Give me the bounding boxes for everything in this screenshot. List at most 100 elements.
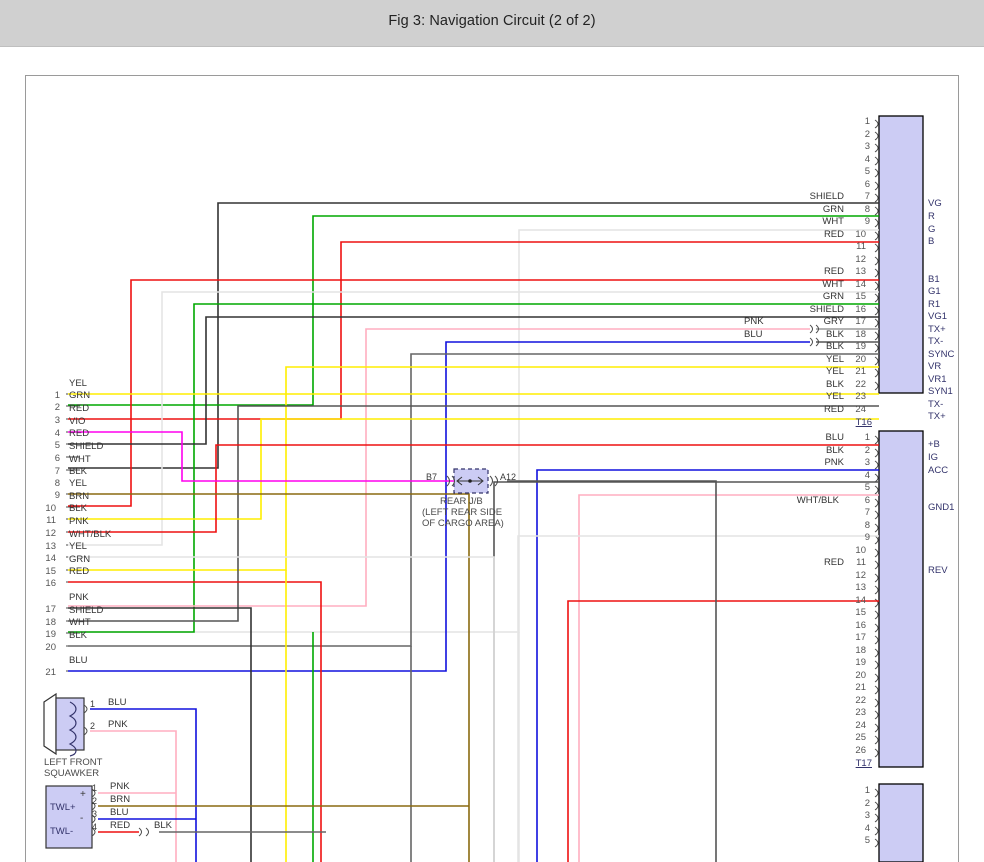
pin-function: VG1	[928, 311, 948, 322]
pin-number: 3	[92, 809, 98, 819]
pin-number: 6	[54, 453, 60, 464]
pin-number: 22	[855, 695, 866, 706]
pin-number: 21	[855, 682, 866, 693]
terminal-id-b7: B7	[426, 472, 438, 482]
wire-label: WHT	[822, 216, 844, 227]
pin-number: 3	[864, 457, 870, 468]
pin-number: 6	[864, 495, 870, 506]
wire-label: PNK	[824, 457, 844, 468]
pin-number: 16	[45, 578, 56, 589]
pin-number: 10	[855, 545, 866, 556]
pin-number: 15	[855, 607, 866, 618]
wire-label: RED	[823, 557, 844, 568]
pin-number: 7	[864, 507, 870, 518]
wire-label: PNK	[108, 719, 128, 730]
pin-number: 3	[864, 141, 870, 152]
pin-number: 9	[864, 532, 870, 543]
component-label-line2: (LEFT REAR SIDE	[422, 507, 503, 518]
pin-function: B	[928, 236, 935, 247]
pin-number: 2	[90, 721, 96, 731]
pin-number: 4	[54, 428, 60, 439]
wire-label: BLK	[826, 329, 844, 340]
pin-number: 23	[855, 391, 866, 402]
pin-function: TX+	[928, 324, 946, 335]
pin-function: TX-	[928, 399, 944, 410]
pin-number: 5	[864, 482, 870, 493]
pin-number: 19	[855, 657, 866, 668]
wire-label: YEL	[69, 378, 87, 389]
pin-number: 21	[855, 366, 866, 377]
terminal-id-a12: A12	[500, 472, 517, 482]
pin-number: 19	[45, 629, 56, 640]
pin-number: 3	[54, 415, 60, 426]
pin-function: SYN1	[928, 386, 953, 397]
wire-label: RED	[69, 566, 90, 577]
wire-label: BLU	[69, 655, 88, 666]
pin-number: 18	[855, 329, 866, 340]
wire-label: PNK	[110, 781, 130, 792]
wire-label: YEL	[826, 354, 844, 365]
pin-function: GND1	[928, 502, 955, 513]
diagram-sheet: .w { fill:none; stroke-width:1.6; stroke…	[25, 75, 959, 862]
pin-number: 5	[54, 440, 60, 451]
wire-label: BLU	[108, 697, 127, 708]
pin-number: 14	[45, 553, 56, 564]
pin-number: 1	[864, 432, 870, 443]
wire-label: BLK	[69, 630, 87, 641]
pin-function: R1	[928, 299, 941, 310]
pin-number: 17	[45, 604, 56, 615]
pin-number: 21	[45, 667, 56, 678]
polarity-minus: -	[80, 813, 84, 824]
wire-label: SHIELD	[69, 605, 104, 616]
wire-label: GRN	[69, 390, 91, 401]
wire-label: SHIELD	[69, 441, 104, 452]
pin-number: 24	[855, 404, 866, 415]
pin-number: 15	[45, 566, 56, 577]
wire-label: YEL	[69, 478, 87, 489]
pin-number: 9	[864, 216, 870, 227]
wire-label: SHIELD	[809, 191, 844, 202]
connector-code: T17	[855, 758, 872, 769]
wire-label: BLU	[825, 432, 844, 443]
pin-number: 20	[855, 670, 866, 681]
pin-number: 1	[54, 390, 60, 401]
pin-number: 11	[856, 241, 866, 252]
pin-number: 18	[45, 617, 56, 628]
wire-label: VIO	[69, 416, 86, 427]
wire-label: PNK	[69, 592, 89, 603]
wire-label: GRN	[822, 204, 844, 215]
wire-label: RED	[823, 229, 844, 240]
pin-function: IG	[928, 452, 939, 463]
wire-label: BLK	[826, 341, 844, 352]
pin-function: R	[928, 211, 935, 222]
wire-label: BLK	[69, 503, 87, 514]
pin-number: 2	[92, 796, 98, 806]
wire-label: WHT/BLK	[796, 495, 839, 506]
splice-wire-label: BLK	[154, 820, 172, 831]
pin-number: 7	[864, 191, 870, 202]
terminal-twl-minus: TWL-	[50, 826, 74, 837]
pin-number: 1	[864, 116, 870, 127]
pin-number: 2	[864, 798, 870, 809]
wire-label: BLK	[69, 466, 87, 477]
pin-number: 5	[864, 166, 870, 177]
wire-label: GRY	[823, 316, 844, 327]
pin-number: 2	[864, 129, 870, 140]
pin-number: 16	[855, 620, 866, 631]
terminal-twl-plus: TWL+	[50, 802, 76, 813]
pin-number: 3	[864, 810, 870, 821]
wire-label: WHT	[822, 279, 844, 290]
wire-label: SHIELD	[809, 304, 844, 315]
pin-number: 13	[855, 582, 866, 593]
wire-label: GRN	[69, 554, 91, 565]
pin-function: REV	[928, 565, 948, 576]
component-label-line2: SQUAWKER	[44, 768, 100, 779]
pin-number: 12	[45, 528, 56, 539]
pin-number: 1	[864, 785, 870, 796]
page-title: Fig 3: Navigation Circuit (2 of 2)	[388, 13, 596, 29]
pin-function: G	[928, 224, 936, 235]
pin-number: 4	[92, 822, 98, 832]
wire-label: RED	[69, 428, 90, 439]
pin-number: 17	[855, 632, 866, 643]
component-label-line1: LEFT FRONT	[44, 757, 103, 768]
